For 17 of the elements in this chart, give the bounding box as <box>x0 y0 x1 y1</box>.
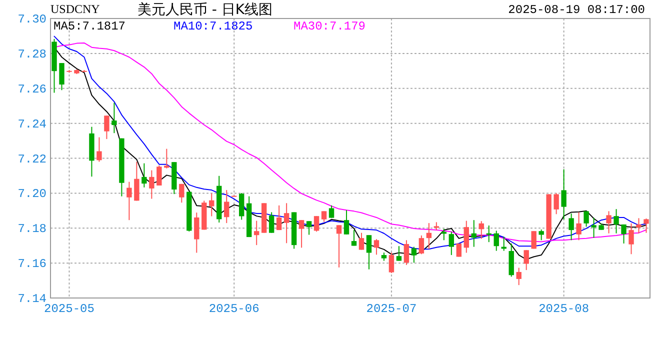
y-tick-label: 7.20 <box>18 187 46 202</box>
text: 2025-08-19 08:17:00 <box>508 3 645 17</box>
legend: MA5:7.1817 MA10:7.1825 MA30:7.179 <box>54 20 366 34</box>
y-tick-label: 7.30 <box>18 12 46 26</box>
x-tick-label: 2025-05 <box>44 302 94 316</box>
y-tick-label: 7.16 <box>18 257 46 272</box>
y-tick-label: 7.24 <box>18 117 46 132</box>
chart-subtitle: USDCNY <box>50 2 100 16</box>
y-tick-label: 7.26 <box>18 82 46 96</box>
y-tick-label: 7.22 <box>18 152 46 166</box>
x-tick-label: 2025-07 <box>366 302 417 316</box>
y-tick-label: 7.28 <box>18 47 46 62</box>
chart-title: 美元人民币 - 日K线图 <box>137 2 273 18</box>
y-tick-label: 7.18 <box>18 222 46 236</box>
x-tick-label: 2025-06 <box>208 302 260 316</box>
y-tick-label: 7.14 <box>18 292 46 306</box>
x-tick-label: 2025-08 <box>538 302 590 316</box>
